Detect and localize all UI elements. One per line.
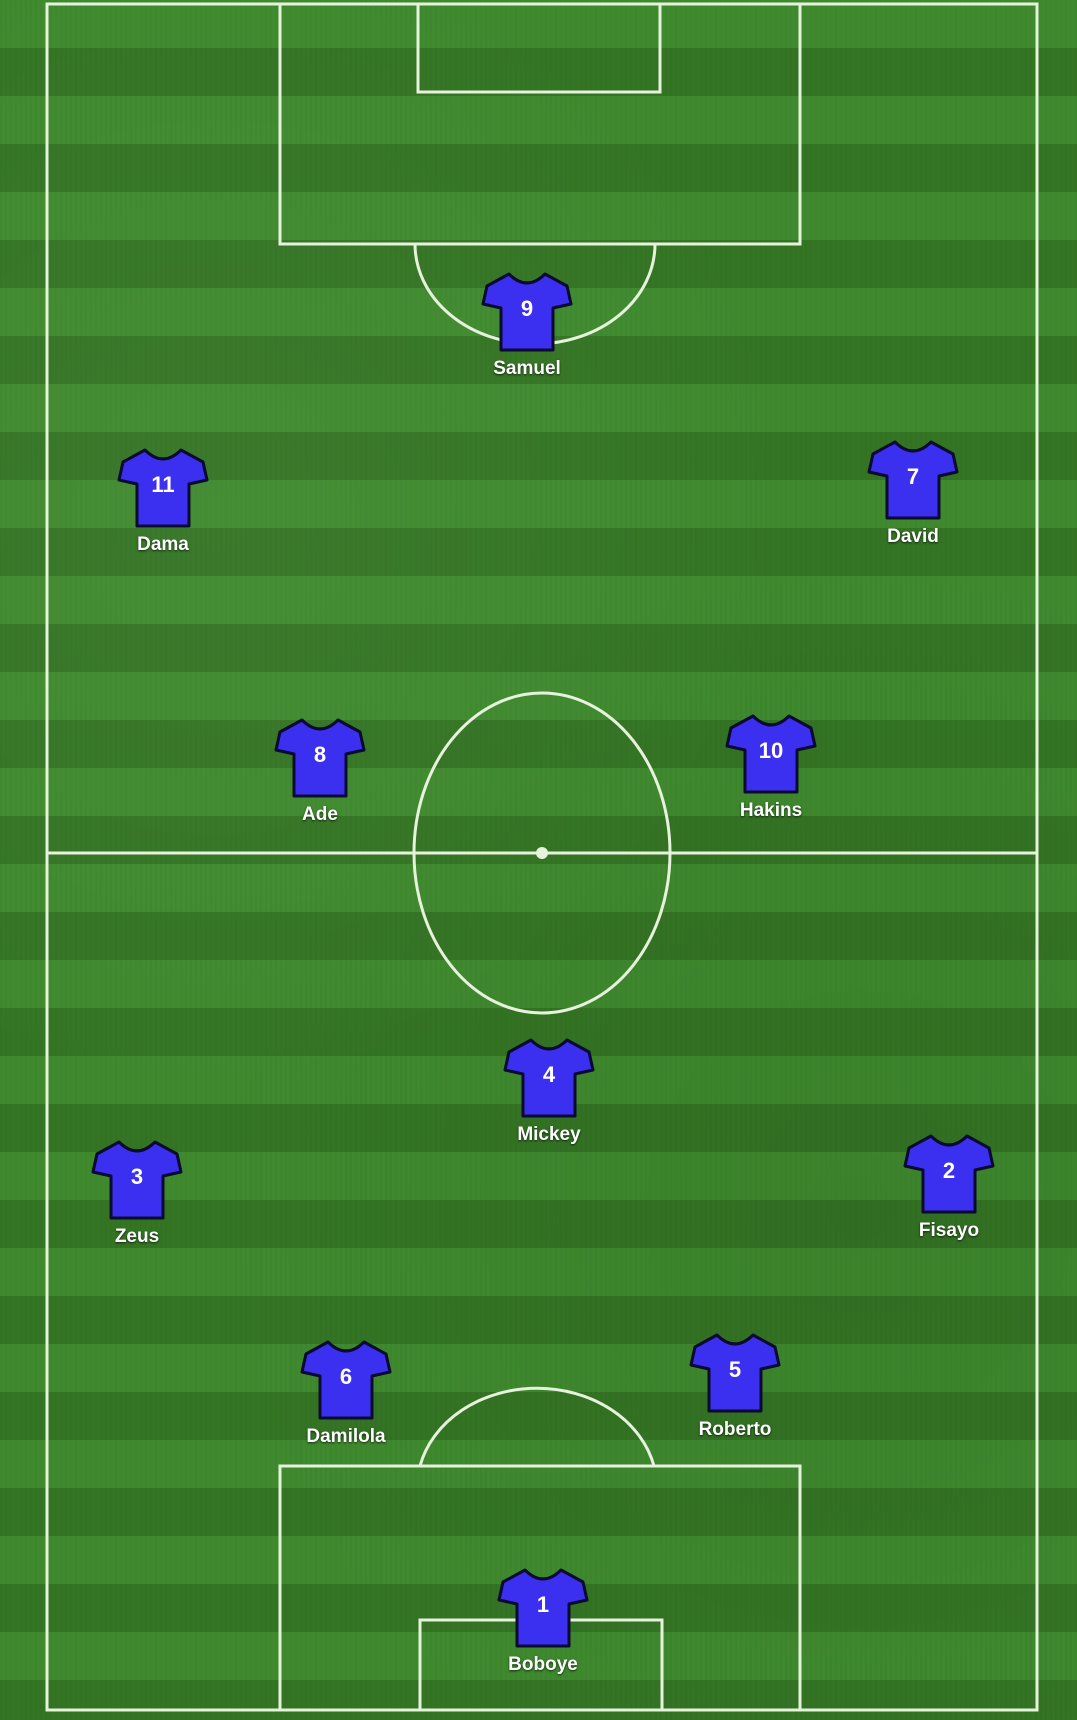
jersey-icon xyxy=(497,1568,589,1648)
jersey-number: 11 xyxy=(151,472,175,497)
jersey-number: 2 xyxy=(942,1158,956,1183)
player-name: Boboye xyxy=(508,1654,578,1675)
player-name: Mickey xyxy=(517,1124,581,1145)
jersey-number: 1 xyxy=(536,1592,550,1617)
jersey-number: 8 xyxy=(313,742,327,767)
jersey-icon xyxy=(274,718,366,798)
player-name: Hakins xyxy=(739,800,803,821)
player-name: Ade xyxy=(302,804,338,825)
jersey-icon xyxy=(300,1340,392,1420)
jersey-icon xyxy=(725,714,817,794)
jersey-icon xyxy=(503,1038,595,1118)
jersey-icon xyxy=(91,1140,183,1220)
jersey-icon xyxy=(481,272,573,352)
jersey-number: 6 xyxy=(339,1364,353,1389)
player-dama[interactable]: 11 Dama xyxy=(108,446,218,556)
player-mickey[interactable]: 4 Mickey xyxy=(494,1036,604,1146)
top-penalty-box xyxy=(278,2,802,246)
jersey-number: 7 xyxy=(906,464,920,489)
player-zeus[interactable]: 3 Zeus xyxy=(82,1138,192,1248)
top-goal-box xyxy=(416,2,662,94)
player-ade[interactable]: 8 Ade xyxy=(265,716,375,826)
jersey-icon xyxy=(903,1134,995,1214)
player-name: Fisayo xyxy=(918,1220,980,1241)
player-hakins[interactable]: 10 Hakins xyxy=(716,712,826,822)
player-roberto[interactable]: 5 Roberto xyxy=(680,1331,790,1441)
player-david[interactable]: 7 David xyxy=(858,438,968,548)
player-fisayo[interactable]: 2 Fisayo xyxy=(894,1132,1004,1242)
jersey-icon xyxy=(117,448,209,528)
jersey-icon xyxy=(689,1333,781,1413)
player-name: Damilola xyxy=(306,1426,386,1447)
player-boboye[interactable]: 1 Boboye xyxy=(488,1566,598,1676)
player-name: Roberto xyxy=(698,1419,772,1440)
jersey-number: 5 xyxy=(728,1357,742,1382)
jersey-number: 10 xyxy=(758,738,784,763)
player-name: Zeus xyxy=(114,1226,160,1247)
player-damilola[interactable]: 6 Damilola xyxy=(291,1338,401,1448)
jersey-number: 9 xyxy=(520,296,534,321)
jersey-icon xyxy=(867,440,959,520)
bottom-penalty-arc xyxy=(418,1386,656,1467)
player-name: David xyxy=(887,526,939,547)
player-name: Samuel xyxy=(493,358,561,379)
jersey-number: 3 xyxy=(130,1164,144,1189)
player-samuel[interactable]: 9 Samuel xyxy=(472,270,582,380)
center-spot xyxy=(536,847,548,859)
center-circle xyxy=(412,691,672,1015)
player-name: Dama xyxy=(137,534,189,555)
jersey-number: 4 xyxy=(542,1062,556,1087)
